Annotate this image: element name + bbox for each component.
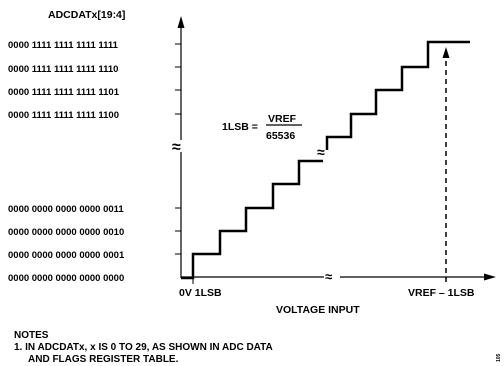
code-label-bottom-3: 0000 0000 0000 0000 0001	[8, 250, 125, 261]
notes-line-1: 1. IN ADCDATx, x IS 0 TO 29, AS SHOWN IN…	[14, 342, 273, 353]
formula-denominator: 65536	[266, 130, 295, 142]
notes-heading: NOTES	[14, 330, 49, 341]
vref-dashed-arrow	[442, 47, 450, 58]
code-label-bottom-4: 0000 0000 0000 0000 0000	[8, 273, 124, 284]
x-axis-arrow	[484, 273, 496, 281]
x-axis-label: VOLTAGE INPUT	[276, 304, 360, 316]
y-axis-label: ADCDATx[19:4]	[48, 9, 125, 21]
notes-line-2: AND FLAGS REGISTER TABLE.	[28, 354, 179, 365]
code-label-bottom-1: 0000 0000 0000 0000 0011	[8, 204, 124, 215]
code-label-top-2: 0000 1111 1111 1111 1110	[8, 64, 118, 75]
formula-lhs: 1LSB =	[222, 121, 258, 133]
figure-id: 105	[496, 353, 502, 362]
y-axis-break-mark: ≈	[172, 139, 181, 156]
code-label-top-4: 0000 1111 1111 1111 1100	[8, 110, 119, 121]
code-label-top-1: 0000 1111 1111 1111 1111	[8, 40, 119, 51]
transfer-staircase-upper	[325, 40, 470, 150]
code-label-bottom-2: 0000 0000 0000 0000 0010	[8, 227, 124, 238]
y-axis-arrow	[177, 16, 185, 28]
transfer-staircase	[181, 159, 323, 280]
y-axis-ticks	[175, 43, 181, 255]
code-label-top-3: 0000 1111 1111 1111 1101	[8, 87, 120, 98]
x-tick-label-right: VREF – 1LSB	[408, 287, 475, 299]
x-tick-label-left: 0V 1LSB	[179, 287, 222, 299]
x-axis-break-mark: ≈	[325, 269, 332, 284]
formula-numerator: VREF	[268, 113, 297, 125]
staircase-break-mark: ≈	[317, 144, 325, 160]
